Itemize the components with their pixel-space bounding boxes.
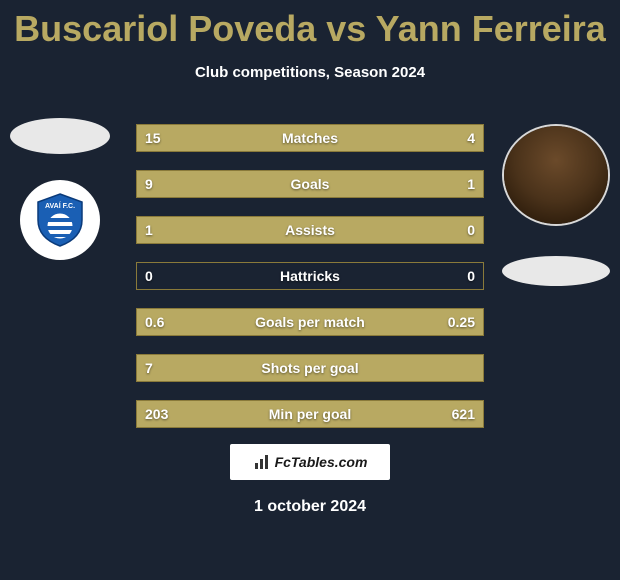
player-right-photo bbox=[502, 124, 610, 226]
stat-label: Goals per match bbox=[137, 309, 483, 335]
page-title: Buscariol Poveda vs Yann Ferreira bbox=[0, 0, 620, 50]
stat-row: 0Hattricks0 bbox=[136, 262, 484, 290]
stat-row: 15Matches4 bbox=[136, 124, 484, 152]
stat-label: Matches bbox=[137, 125, 483, 151]
stat-value-right: 0.25 bbox=[448, 309, 475, 335]
stat-value-right: 0 bbox=[467, 263, 475, 289]
footer-logo-text: FcTables.com bbox=[275, 454, 368, 470]
player-left-placeholder bbox=[10, 118, 110, 154]
subtitle: Club competitions, Season 2024 bbox=[0, 64, 620, 81]
stat-row: 9Goals1 bbox=[136, 170, 484, 198]
stat-row: 7Shots per goal bbox=[136, 354, 484, 382]
club-badge-left: AVAÍ F.C. bbox=[20, 180, 120, 264]
stat-label: Hattricks bbox=[137, 263, 483, 289]
stat-value-right: 621 bbox=[452, 401, 475, 427]
stats-comparison: 15Matches49Goals11Assists00Hattricks00.6… bbox=[136, 124, 484, 446]
avai-fc-badge-icon: AVAÍ F.C. bbox=[30, 190, 90, 250]
fctables-logo: FcTables.com bbox=[230, 444, 390, 480]
stat-value-right: 4 bbox=[467, 125, 475, 151]
svg-text:AVAÍ F.C.: AVAÍ F.C. bbox=[45, 201, 75, 210]
footer-date: 1 october 2024 bbox=[0, 498, 620, 516]
stat-row: 0.6Goals per match0.25 bbox=[136, 308, 484, 336]
stat-label: Shots per goal bbox=[137, 355, 483, 381]
stat-label: Goals bbox=[137, 171, 483, 197]
club-badge-right-placeholder bbox=[502, 256, 610, 286]
stat-label: Assists bbox=[137, 217, 483, 243]
chart-icon bbox=[253, 453, 271, 471]
stat-row: 203Min per goal621 bbox=[136, 400, 484, 428]
stat-row: 1Assists0 bbox=[136, 216, 484, 244]
stat-value-right: 0 bbox=[467, 217, 475, 243]
stat-label: Min per goal bbox=[137, 401, 483, 427]
stat-value-right: 1 bbox=[467, 171, 475, 197]
